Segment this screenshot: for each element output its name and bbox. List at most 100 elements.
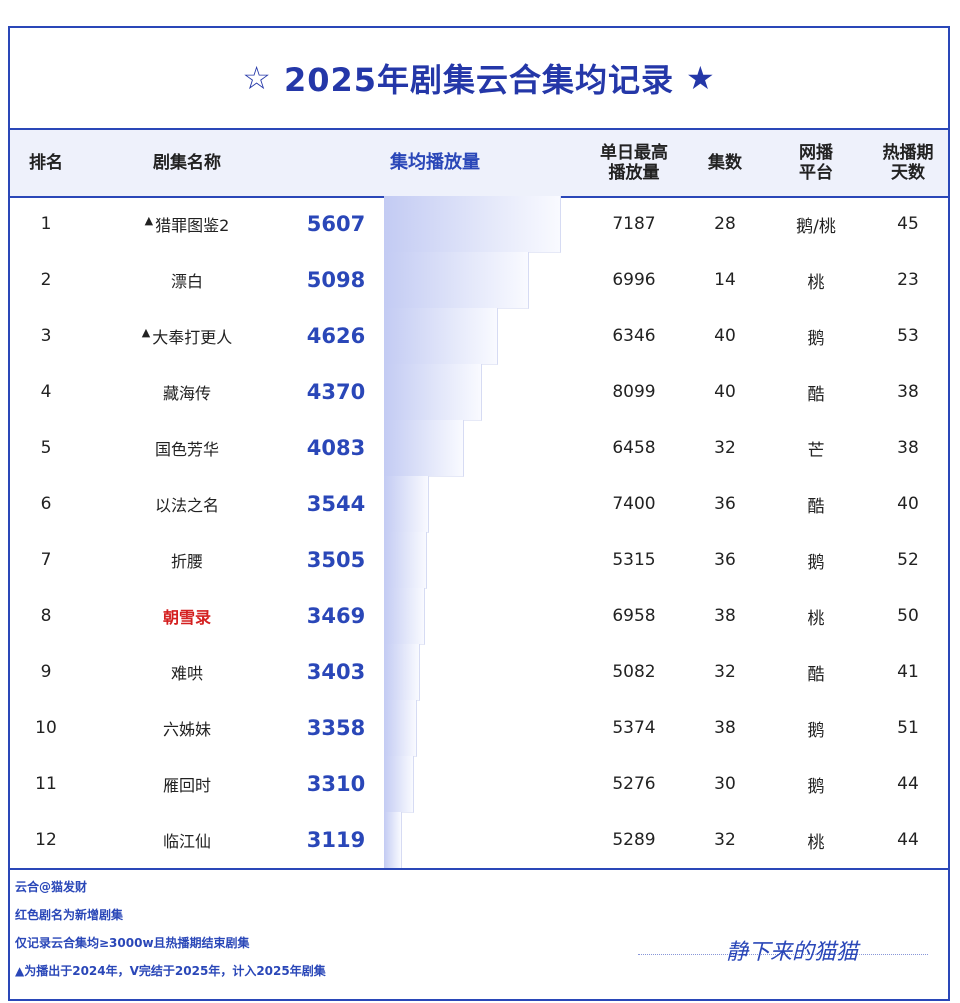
days-cell: 44 xyxy=(897,774,919,794)
header-peak: 单日最高 播放量 xyxy=(582,130,686,196)
title-text: 雁回时 xyxy=(162,776,211,795)
header-days: 热播期 天数 xyxy=(868,130,948,196)
platform-cell: 鹅 xyxy=(807,776,825,797)
days-cell: 23 xyxy=(897,270,919,290)
days-cell: 44 xyxy=(897,830,919,850)
avg-bar xyxy=(384,252,529,309)
title-text: 藏海传 xyxy=(162,384,211,403)
platform-cell: 酷 xyxy=(807,384,825,405)
episodes-cell: 32 xyxy=(714,438,736,458)
rank-cell: 2 xyxy=(40,270,52,290)
episodes-cell: 40 xyxy=(714,382,736,402)
peak-cell: 5374 xyxy=(612,718,656,738)
platform-cell: 酷 xyxy=(807,496,825,517)
peak-cell: 5315 xyxy=(612,550,656,570)
title-cell: ▲ 猎罪图鉴2 xyxy=(82,196,292,252)
title-cell: 折腰 xyxy=(82,532,292,588)
title-text: 大奉打更人 xyxy=(152,328,233,347)
chart-frame: ☆ 2025年剧集云合集均记录 ★ 排名 剧集名称 集均播放量 单日最高 播放量… xyxy=(8,26,950,1001)
avg-bar xyxy=(384,476,430,533)
table-row: 3 ▲ 大奉打更人 4626 6346 40 鹅 53 xyxy=(10,308,948,365)
days-cell: 45 xyxy=(897,214,919,234)
rank-cell: 10 xyxy=(35,718,57,738)
avg-bar xyxy=(384,420,464,477)
title-text: 折腰 xyxy=(170,552,203,571)
signature-watermark: 静下来的猫猫 xyxy=(638,932,928,968)
header-episodes: 集数 xyxy=(708,153,742,173)
table-row: 9 难哄 3403 5082 32 酷 41 xyxy=(10,644,948,701)
avg-bar xyxy=(384,532,427,589)
episodes-cell: 32 xyxy=(714,830,736,850)
signature-line xyxy=(638,954,928,955)
avg-value: 4083 xyxy=(306,436,366,460)
avg-bar xyxy=(384,196,561,253)
header-platform-line1: 网播 xyxy=(799,143,833,163)
marker-note: ▲为播出于2024年，V完结于2025年，计入2025年剧集 xyxy=(15,964,326,978)
title-cell: 临江仙 xyxy=(82,812,292,868)
avg-value: 3505 xyxy=(306,548,366,572)
table-row: 4 藏海传 4370 8099 40 酷 38 xyxy=(10,364,948,421)
peak-cell: 6996 xyxy=(612,270,656,290)
rank-cell: 12 xyxy=(35,830,57,850)
header-name: 剧集名称 xyxy=(153,153,221,173)
title-text: 以法之名 xyxy=(154,496,219,515)
table-row: 8 朝雪录 3469 6958 38 桃 50 xyxy=(10,588,948,645)
days-cell: 51 xyxy=(897,718,919,738)
title-text: 六姊妹 xyxy=(162,720,211,739)
signature-text: 静下来的猫猫 xyxy=(726,940,859,965)
avg-bar xyxy=(384,812,403,869)
table-row: 7 折腰 3505 5315 36 鹅 52 xyxy=(10,532,948,589)
episodes-cell: 32 xyxy=(714,662,736,682)
peak-cell: 6346 xyxy=(612,326,656,346)
source-note: 云合@猫发财 xyxy=(15,880,88,894)
header-days-line1: 热播期 xyxy=(882,143,934,163)
rank-cell: 9 xyxy=(40,662,52,682)
header-platform: 网播 平台 xyxy=(764,130,868,196)
table-row: 1 ▲ 猎罪图鉴2 5607 7187 28 鹅/桃 45 xyxy=(10,196,948,253)
days-cell: 41 xyxy=(897,662,919,682)
peak-cell: 6958 xyxy=(612,606,656,626)
rank-cell: 5 xyxy=(40,438,52,458)
header-rank: 排名 xyxy=(29,153,63,173)
platform-cell: 鹅 xyxy=(807,552,825,573)
avg-value: 3358 xyxy=(306,716,366,740)
episodes-cell: 28 xyxy=(714,214,736,234)
header-peak-line2: 播放量 xyxy=(608,163,660,183)
table-header: 排名 剧集名称 集均播放量 单日最高 播放量 集数 网播 平台 热播期 天数 xyxy=(10,130,948,198)
platform-cell: 鹅/桃 xyxy=(796,216,836,237)
rank-cell: 3 xyxy=(40,326,52,346)
platform-cell: 桃 xyxy=(807,608,825,629)
avg-value: 4370 xyxy=(306,380,366,404)
rank-cell: 4 xyxy=(40,382,52,402)
avg-value: 5607 xyxy=(306,212,366,236)
triangle-marker-icon: ▲ xyxy=(144,213,154,227)
avg-bar xyxy=(384,644,421,701)
chart-title: ☆ 2025年剧集云合集均记录 ★ xyxy=(10,28,948,130)
peak-cell: 5289 xyxy=(612,830,656,850)
peak-cell: 5276 xyxy=(612,774,656,794)
title-text: 临江仙 xyxy=(162,832,211,851)
hollow-star-icon: ☆ xyxy=(242,59,272,97)
peak-cell: 7187 xyxy=(612,214,656,234)
table-row: 2 漂白 5098 6996 14 桃 23 xyxy=(10,252,948,309)
avg-bar xyxy=(384,700,418,757)
table-row: 11 雁回时 3310 5276 30 鹅 44 xyxy=(10,756,948,813)
rank-cell: 11 xyxy=(35,774,57,794)
rank-cell: 6 xyxy=(40,494,52,514)
title-text: 朝雪录 xyxy=(162,608,211,627)
table-body: 1 ▲ 猎罪图鉴2 5607 7187 28 鹅/桃 45 2 漂白 5098 6996 14 桃 23 3 ▲… xyxy=(10,196,948,869)
title-cell: 国色芳华 xyxy=(82,420,292,476)
peak-cell: 8099 xyxy=(612,382,656,402)
rule-note: 仅记录云合集均≥3000w且热播期结束剧集 xyxy=(15,936,250,950)
title-cell: 漂白 xyxy=(82,252,292,308)
platform-cell: 芒 xyxy=(807,440,825,461)
title-text: 难哄 xyxy=(170,664,203,683)
title-text: 漂白 xyxy=(170,272,203,291)
episodes-cell: 30 xyxy=(714,774,736,794)
header-avg: 集均播放量 xyxy=(390,152,480,173)
title-cell: 雁回时 xyxy=(82,756,292,812)
episodes-cell: 36 xyxy=(714,550,736,570)
table-row: 12 临江仙 3119 5289 32 桃 44 xyxy=(10,812,948,869)
table-row: 10 六姊妹 3358 5374 38 鹅 51 xyxy=(10,700,948,757)
avg-value: 3119 xyxy=(306,828,366,852)
